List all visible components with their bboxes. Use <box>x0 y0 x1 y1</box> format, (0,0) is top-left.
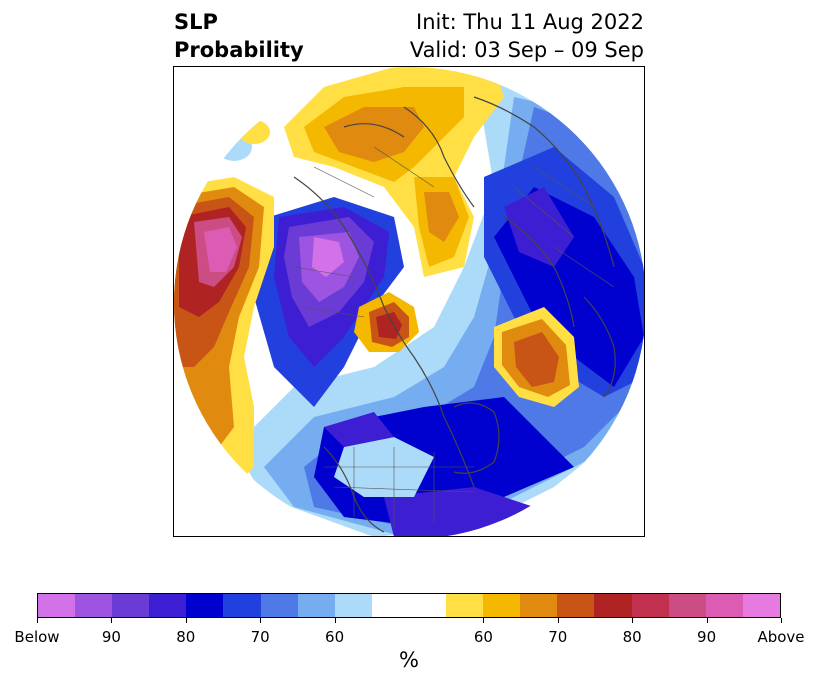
colorbar-segment <box>594 594 632 617</box>
colorbar-segment <box>742 594 780 617</box>
colorbar-tick-mark <box>111 618 113 623</box>
colorbar-segment <box>260 594 298 617</box>
colorbar-segment <box>149 594 187 617</box>
colorbar-tick-mark <box>37 618 38 623</box>
colorbar-tick-mark <box>632 618 634 623</box>
colorbar-segment <box>297 594 335 617</box>
anomaly-blue-us <box>324 412 394 447</box>
colorbar-tick-label: Above <box>757 628 805 646</box>
colorbar-segment <box>371 594 409 617</box>
colorbar <box>37 593 781 618</box>
colorbar-tick-mark <box>781 618 782 623</box>
variable-label: SLP <box>174 10 218 34</box>
colorbar-tick-label: 70 <box>250 628 270 646</box>
colorbar-unit: % <box>399 648 419 672</box>
colorbar-segment <box>334 594 372 617</box>
probability-label: Probability <box>174 38 304 62</box>
colorbar-tick-mark <box>557 618 559 623</box>
map-title: SLP Probability <box>174 8 304 64</box>
colorbar-segment <box>75 594 113 617</box>
valid-range: Valid: 03 Sep – 09 Sep <box>409 38 644 62</box>
colorbar-tick-mark <box>706 618 708 623</box>
colorbar-tick-label: 90 <box>697 628 717 646</box>
colorbar-segment <box>186 594 224 617</box>
colorbar-tick-label: 80 <box>622 628 642 646</box>
anomaly-core-atlantic <box>514 332 559 387</box>
colorbar-segment <box>223 594 261 617</box>
colorbar-segment <box>112 594 150 617</box>
colorbar-segment <box>668 594 706 617</box>
anomaly-orange-siberia-2 <box>424 192 459 242</box>
colorbar-segment <box>557 594 595 617</box>
coastlines <box>293 96 616 533</box>
colorbar-tick-mark <box>483 618 485 623</box>
colorbar-tick-label: Below <box>14 628 60 646</box>
colorbar-segment <box>446 594 484 617</box>
colorbar-tick-mark <box>260 618 262 623</box>
init-date: Init: Thu 11 Aug 2022 <box>416 10 644 34</box>
polar-map <box>174 67 644 536</box>
borders <box>293 146 615 527</box>
anomaly-pink-canada <box>312 237 344 277</box>
colorbar-tick-label: 70 <box>548 628 568 646</box>
colorbar-segment <box>408 594 447 617</box>
map-panel <box>173 66 645 537</box>
colorbar-tick-label: 60 <box>325 628 345 646</box>
colorbar-segment <box>38 594 76 617</box>
colorbar-segment <box>483 594 521 617</box>
anomaly-magenta-pacific <box>204 227 237 272</box>
colorbar-tick-label: 80 <box>176 628 196 646</box>
colorbar-tick-label: 60 <box>473 628 493 646</box>
colorbar-tick-label: 90 <box>101 628 121 646</box>
colorbar-segment <box>631 594 669 617</box>
anomaly-spot-yellow <box>238 120 270 144</box>
anomaly-core-arctic <box>376 312 402 339</box>
colorbar-tick-mark <box>334 618 336 623</box>
anomaly-orange-siberia <box>324 107 424 162</box>
forecast-dates: Init: Thu 11 Aug 2022 Valid: 03 Sep – 09… <box>410 8 644 64</box>
anomaly-blue-6 <box>504 187 574 267</box>
colorbar-segment <box>705 594 743 617</box>
colorbar-tick-mark <box>185 618 187 623</box>
colorbar-segment <box>520 594 558 617</box>
